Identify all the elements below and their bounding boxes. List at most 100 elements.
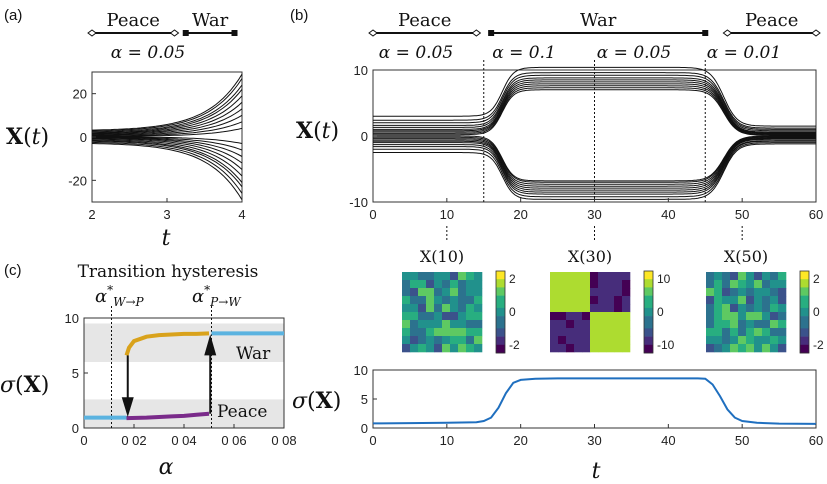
- heatmap-cell: [606, 272, 615, 281]
- heatmap-cell: [550, 296, 559, 305]
- a-xtick-label: 2: [88, 207, 95, 222]
- heatmap-cell: [746, 328, 755, 337]
- colorbar-segment: [800, 299, 809, 305]
- heatmap-cell: [426, 312, 435, 321]
- heatmap-cell: [442, 296, 451, 305]
- colorbar-segment: [644, 303, 653, 309]
- heatmap-cell: [574, 304, 583, 313]
- c-xtick-label: 0: [80, 433, 87, 448]
- panel-c-title: Transition hysteresis: [78, 262, 259, 282]
- era-end-open: [87, 29, 97, 37]
- b-xtick-label: 20: [513, 207, 527, 222]
- heatmap-cell: [770, 288, 779, 297]
- heatmap-cell: [614, 272, 623, 281]
- era-name: Peace: [107, 10, 160, 31]
- trajectory-line: [373, 66, 816, 127]
- heatmap-cell: [566, 344, 575, 353]
- heatmap-cell: [426, 336, 435, 345]
- heatmap-cell: [762, 320, 771, 329]
- colorbar-segment: [644, 275, 653, 280]
- heatmap-cell: [738, 272, 747, 281]
- colorbar-segment: [644, 312, 653, 317]
- colorbar-segment: [800, 303, 809, 309]
- heatmap-cell: [738, 344, 747, 353]
- trajectory-line: [373, 137, 816, 187]
- heatmap-cell: [706, 312, 715, 321]
- heatmap-cell: [754, 336, 763, 345]
- heatmap-cell: [590, 328, 599, 337]
- c-ytick-label: 5: [72, 366, 79, 381]
- heatmap-cell: [410, 344, 419, 353]
- heatmap-cell: [614, 280, 623, 289]
- heatmap-cell: [558, 328, 567, 337]
- heatmap-cell: [730, 288, 739, 297]
- heatmap-cell: [622, 304, 631, 313]
- colorbar-segment: [496, 299, 505, 305]
- heatmap-cell: [442, 344, 451, 353]
- heatmap-cell: [778, 288, 787, 297]
- heatmap-cell: [574, 320, 583, 329]
- heatmap-cell: [566, 280, 575, 289]
- heatmap-cell: [574, 280, 583, 289]
- trajectory-line: [373, 140, 816, 195]
- colorbar-segment: [644, 344, 653, 350]
- heatmap-cell: [770, 304, 779, 313]
- heatmap-title: X(30): [568, 247, 612, 266]
- trajectory-line: [373, 136, 816, 183]
- heatmap-cell: [598, 296, 607, 305]
- heatmap-cell: [582, 320, 591, 329]
- colorbar-tick: -2: [813, 338, 824, 352]
- heatmap-cell: [754, 304, 763, 313]
- heatmap-cell: [558, 336, 567, 345]
- era-end-open: [811, 29, 821, 37]
- heatmap-cell: [590, 280, 599, 289]
- panel-c-ylabel: σ(X): [0, 372, 49, 398]
- heatmap-cell: [622, 312, 631, 321]
- heatmap-cell: [714, 272, 723, 281]
- b-ytick-label: 0: [361, 129, 368, 144]
- heatmap-cell: [622, 288, 631, 297]
- heatmap-cell: [778, 336, 787, 345]
- heatmap-cell: [402, 296, 411, 305]
- state-band: [84, 399, 284, 428]
- colorbar-segment: [800, 287, 809, 292]
- heatmap-cell: [606, 336, 615, 345]
- alpha-label: α = 0.1: [492, 43, 556, 63]
- heatmap-cell: [410, 304, 419, 313]
- colorbar-segment: [800, 291, 809, 296]
- heatmap-cell: [754, 320, 763, 329]
- heatmap-cell: [754, 296, 763, 305]
- colorbar-tick: -2: [509, 338, 520, 352]
- heatmap-cell: [622, 320, 631, 329]
- heatmap-cell: [738, 336, 747, 345]
- heatmap-cell: [466, 328, 475, 337]
- heatmap-cell: [558, 320, 567, 329]
- heatmap-cell: [566, 296, 575, 305]
- c-ytick-label: 0: [72, 421, 79, 436]
- heatmap-cell: [442, 312, 451, 321]
- heatmap-cell: [706, 304, 715, 313]
- trajectory-line: [373, 138, 816, 191]
- colorbar-segment: [496, 275, 505, 280]
- heatmap-cell: [558, 312, 567, 321]
- heatmap-cell: [474, 304, 483, 313]
- sigma-xtick-label: 10: [440, 433, 454, 448]
- colorbar-segment: [800, 340, 809, 346]
- b-xtick-label: 30: [587, 207, 601, 222]
- heatmap-cell: [730, 328, 739, 337]
- heatmap-cell: [738, 304, 747, 313]
- heatmap-cell: [458, 288, 467, 297]
- heatmap-cell: [746, 336, 755, 345]
- heatmap-cell: [746, 312, 755, 321]
- heatmap-cell: [426, 296, 435, 305]
- colorbar-segment: [496, 279, 505, 284]
- colorbar-segment: [644, 279, 653, 284]
- heatmap-cell: [606, 296, 615, 305]
- colorbar-segment: [496, 312, 505, 317]
- heatmap-cell: [434, 328, 443, 337]
- heatmap-cell: [606, 288, 615, 297]
- panel-a-era-bars: Peace War: [87, 10, 238, 37]
- colorbar-segment: [800, 344, 809, 350]
- heatmap-cell: [550, 272, 559, 281]
